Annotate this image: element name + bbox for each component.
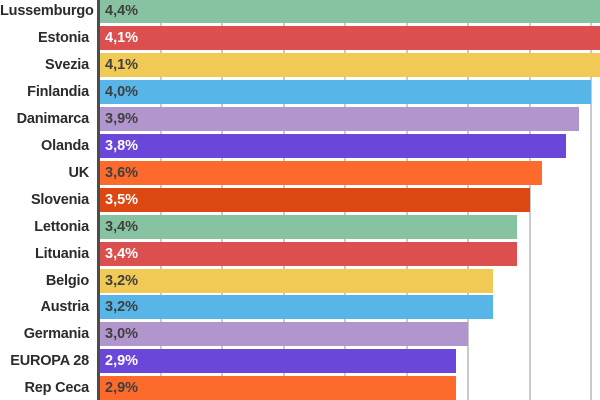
bar: 3,2% bbox=[99, 295, 493, 320]
category-label: Estonia bbox=[38, 29, 89, 46]
category-label: Slovenia bbox=[30, 191, 89, 208]
bar-row: Danimarca 3,9% bbox=[0, 106, 600, 131]
value-label: 4,1% bbox=[105, 29, 139, 46]
value-label: 3,9% bbox=[105, 110, 139, 127]
value-label: 3,8% bbox=[105, 137, 139, 154]
value-label: 4,0% bbox=[105, 83, 139, 100]
category-label: Germania bbox=[23, 326, 89, 343]
bar-row: Slovenia 3,5% bbox=[0, 187, 600, 212]
value-label: 2,9% bbox=[105, 353, 139, 370]
bar: 2,9% bbox=[99, 376, 456, 400]
category-label: Austria bbox=[40, 299, 89, 316]
bar-row: Olanda 3,8% bbox=[0, 133, 600, 158]
category-label: Olanda bbox=[41, 137, 89, 154]
value-label: 3,0% bbox=[105, 326, 139, 343]
bar: 3,2% bbox=[99, 268, 493, 293]
gridline bbox=[590, 0, 593, 400]
value-label: 3,6% bbox=[105, 164, 139, 181]
y-axis-line bbox=[96, 0, 100, 400]
gridline bbox=[528, 0, 531, 400]
value-label: 3,5% bbox=[105, 191, 139, 208]
bar-row: Lituania 3,4% bbox=[0, 241, 600, 266]
category-label: Svezia bbox=[45, 56, 89, 73]
bar: 4,1% bbox=[99, 52, 600, 77]
bar-row: Estonia 4,1% bbox=[0, 25, 600, 50]
bar: 3,4% bbox=[99, 214, 518, 239]
bar-row: UK 3,6% bbox=[0, 160, 600, 185]
value-label: 3,2% bbox=[105, 299, 139, 316]
bar: 3,6% bbox=[99, 160, 542, 185]
category-label: UK bbox=[68, 164, 89, 181]
bar: 4,1% bbox=[99, 25, 600, 50]
bar: 3,8% bbox=[99, 133, 567, 158]
bar: 3,0% bbox=[99, 322, 468, 347]
value-label: 3,4% bbox=[105, 218, 139, 235]
bar: 3,4% bbox=[99, 241, 518, 266]
category-label: Lituania bbox=[35, 245, 89, 262]
bar-row: Svezia 4,1% bbox=[0, 52, 600, 77]
bar: 4,4% bbox=[99, 0, 600, 23]
bar-row: Lettonia 3,4% bbox=[0, 214, 600, 239]
bar: 3,5% bbox=[99, 187, 530, 212]
bar: 4,0% bbox=[99, 79, 592, 104]
value-label: 2,9% bbox=[105, 380, 139, 397]
bar-row: Rep Ceca 2,9% bbox=[0, 376, 600, 400]
category-label: Lettonia bbox=[34, 218, 89, 235]
value-label: 4,4% bbox=[105, 3, 139, 19]
value-label: 3,4% bbox=[105, 245, 139, 262]
category-label: Belgio bbox=[45, 272, 89, 289]
category-label: Lussemburgo bbox=[0, 3, 94, 19]
bar: 2,9% bbox=[99, 349, 456, 374]
bar-row: EUROPA 28 2,9% bbox=[0, 349, 600, 374]
value-label: 3,2% bbox=[105, 272, 139, 289]
category-label: EUROPA 28 bbox=[10, 353, 89, 370]
category-label: Finlandia bbox=[27, 83, 89, 100]
bar: 3,9% bbox=[99, 106, 579, 131]
bar-row: Lussemburgo 4,4% bbox=[0, 0, 600, 23]
value-label: 4,1% bbox=[105, 56, 139, 73]
bar-row: Germania 3,0% bbox=[0, 322, 600, 347]
category-label: Danimarca bbox=[16, 110, 90, 127]
bar-row: Austria 3,2% bbox=[0, 295, 600, 320]
category-label: Rep Ceca bbox=[24, 380, 90, 397]
bar-row: Finlandia 4,0% bbox=[0, 79, 600, 104]
bar-row: Belgio 3,2% bbox=[0, 268, 600, 293]
